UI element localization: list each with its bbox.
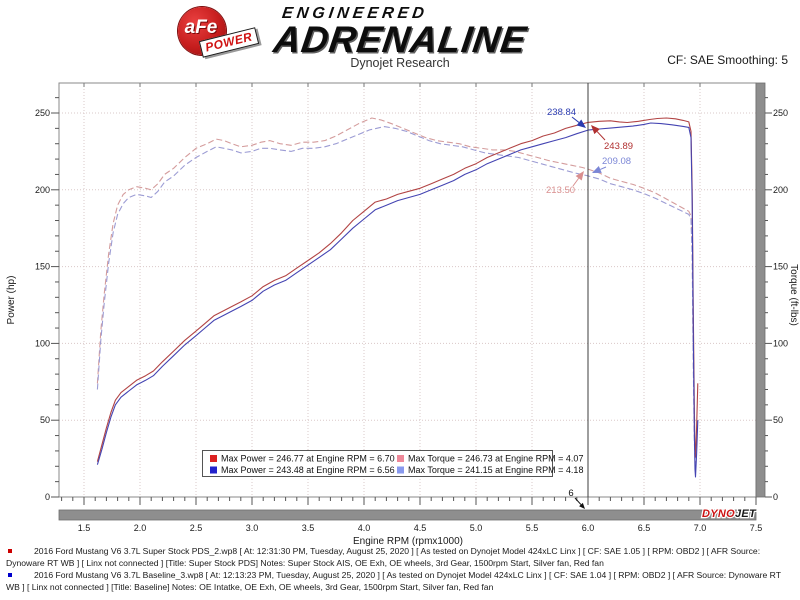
x-tick-label: 3.5 (302, 523, 315, 533)
x-tick-label: 5.0 (470, 523, 483, 533)
torque-tick-label: 200 (773, 185, 788, 195)
power-tick-label: 0 (45, 492, 50, 502)
run-info-entry: 2016 Ford Mustang V6 3.7L Super Stock PD… (6, 546, 796, 569)
run2-description: 2016 Ford Mustang V6 3.7L Baseline_3.wp8… (6, 570, 781, 592)
torque-tick-label: 0 (773, 492, 778, 502)
annotation-label: 213.50 (546, 185, 575, 196)
cursor-pointer-line (574, 497, 582, 505)
legend-entry-label: Max Power = 243.48 at Engine RPM = 6.56 (221, 465, 395, 475)
x-tick-label: 1.5 (78, 523, 91, 533)
smoothing-label: CF: SAE Smoothing: 5 (667, 53, 788, 67)
annotation-238.84-arrowhead (576, 119, 586, 128)
annotation-238.84-line (571, 116, 580, 123)
annotation-label: 209.08 (602, 156, 631, 167)
cursor-pointer-arrowhead (579, 502, 585, 509)
x-tick-label: 6.5 (638, 523, 651, 533)
annotation-209.08-arrowhead (592, 165, 602, 173)
run2-bullet-icon (8, 573, 12, 577)
super-stock-power-curve (96, 117, 699, 462)
legend-entry-label: Max Power = 246.77 at Engine RPM = 6.70 (221, 454, 395, 464)
x-tick-label: 5.5 (526, 523, 539, 533)
afe-power-logo: aFe POWER (170, 2, 270, 60)
x-tick-label: 7.5 (750, 523, 763, 533)
legend-marker-icon (397, 455, 404, 462)
x-tick-label: 3.0 (246, 523, 259, 533)
run-info-entry: 2016 Ford Mustang V6 3.7L Baseline_3.wp8… (6, 570, 796, 593)
plot-border (58, 82, 757, 498)
annotation-213.50-line (572, 177, 580, 187)
annotation-213.50-arrowhead (575, 171, 584, 181)
dyno-chart: 1.5 2.0 2.5 3.0 3.5 4.0 4.5 5.0 5.5 6.0 6.5 7.0 7.5 E… (6, 82, 799, 546)
x-tick-label: 6.0 (582, 523, 595, 533)
run-info-footer: 2016 Ford Mustang V6 3.7L Super Stock PD… (6, 546, 796, 594)
annotation-label: 243.89 (604, 141, 633, 152)
dynojet-logo: DYNOJET (702, 508, 757, 520)
horizontal-scrollbar[interactable] (58, 509, 757, 521)
right-axis-title: Torque (ft-lbs) (788, 264, 799, 326)
x-axis-title: Engine RPM (rpmx1000) (353, 536, 463, 546)
baseline-torque-curve (96, 126, 697, 473)
vertical-scrollbar[interactable] (755, 82, 766, 498)
brand-header: aFe POWER ENGINEERED ADRENALINE (170, 2, 529, 60)
run1-bullet-icon (8, 549, 12, 553)
power-tick-label: 50 (40, 415, 50, 425)
torque-tick-label: 50 (773, 415, 783, 425)
run1-description: 2016 Ford Mustang V6 3.7L Super Stock PD… (6, 546, 761, 568)
annotation-label: 238.84 (547, 107, 576, 118)
power-tick-label: 250 (35, 108, 50, 118)
super-stock-torque-curve (96, 117, 697, 464)
x-tick-label: 2.0 (134, 523, 147, 533)
power-tick-label: 150 (35, 262, 50, 272)
cursor-rpm-label: 6 (568, 488, 573, 499)
chart-title: Dynojet Research (350, 56, 450, 70)
baseline-power-curve (96, 122, 699, 478)
legend-marker-icon (210, 455, 217, 462)
torque-tick-label: 150 (773, 262, 788, 272)
x-tick-label: 2.5 (190, 523, 203, 533)
left-axis-title: Power (hp) (6, 276, 17, 325)
legend-entry-label: Max Torque = 241.15 at Engine RPM = 4.18 (408, 465, 583, 475)
afe-logo-text: aFe (184, 17, 218, 38)
power-tick-label: 200 (35, 185, 50, 195)
torque-tick-label: 100 (773, 338, 788, 348)
x-tick-label: 4.5 (414, 523, 427, 533)
annotation-243.89-arrowhead (591, 125, 600, 135)
legend-marker-icon (210, 466, 217, 474)
power-tick-label: 100 (35, 338, 50, 348)
legend-entry-label: Max Torque = 246.73 at Engine RPM = 4.07 (408, 454, 583, 464)
legend-box (202, 450, 553, 477)
x-tick-label: 7.0 (694, 523, 707, 533)
legend-marker-icon (397, 466, 404, 474)
torque-tick-label: 250 (773, 108, 788, 118)
x-tick-label: 4.0 (358, 523, 371, 533)
annotation-243.89-line (596, 131, 606, 141)
annotation-209.08-line (600, 166, 607, 170)
